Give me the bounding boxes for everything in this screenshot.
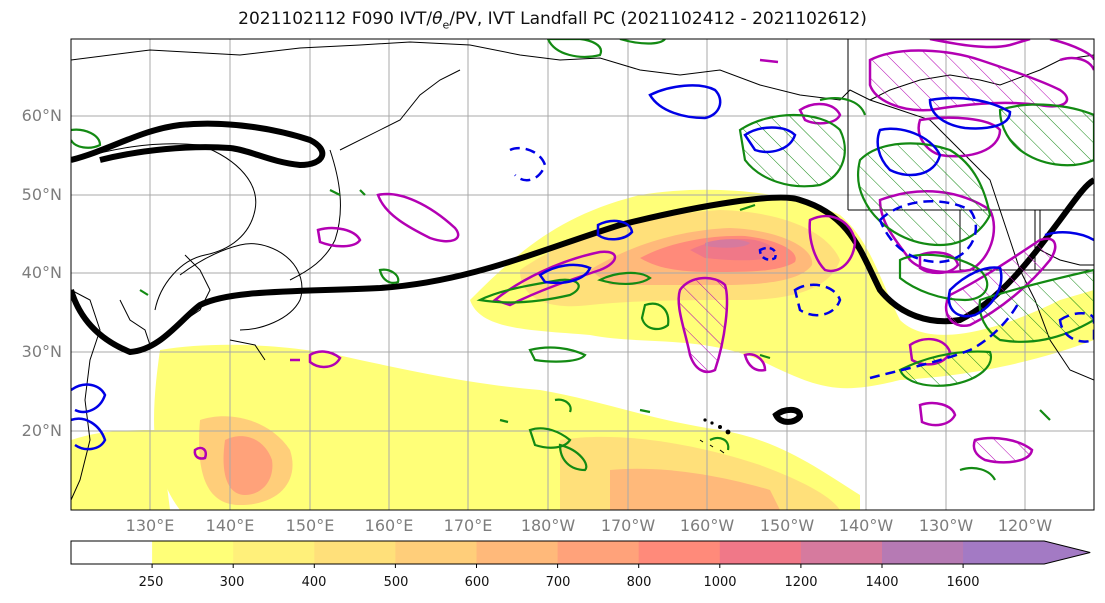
lon-label-120w: 120°W	[997, 516, 1053, 535]
colorbar-label: 700	[545, 575, 571, 590]
lon-label-160e: 160°E	[364, 516, 414, 535]
ivt-band-600b	[610, 468, 780, 510]
lat-label-50: 50°N	[21, 185, 62, 204]
lon-label-130e: 130°E	[125, 516, 175, 535]
colorbar-label: 1000	[703, 575, 737, 590]
pv-contours	[71, 39, 1094, 481]
colorbar-label: 800	[626, 575, 652, 590]
colorbar-segment	[557, 541, 640, 564]
colorbar-label: 1600	[946, 575, 980, 590]
colorbar-label: 400	[301, 575, 327, 590]
colorbar-outline	[70, 540, 1091, 565]
hawaii-islands	[703, 418, 731, 435]
colorbar-label: 500	[383, 575, 409, 590]
map-title: 2021102112 F090 IVT/θe/PV, IVT Landfall …	[238, 9, 867, 32]
colorbar-label: 300	[219, 575, 245, 590]
map-area	[71, 39, 1094, 510]
colorbar-label: 600	[464, 575, 490, 590]
lat-label-20: 20°N	[21, 421, 62, 440]
lon-label-180w: 180°W	[520, 516, 576, 535]
colorbar-segment	[233, 541, 315, 564]
lon-label-160w: 160°W	[679, 516, 735, 535]
ivt-band-250c	[71, 430, 170, 510]
lat-label-60: 60°N	[21, 106, 62, 125]
ivt-negative-contours	[71, 84, 1094, 451]
lon-label-170w: 170°W	[600, 516, 656, 535]
colorbar	[70, 540, 1091, 568]
colorbar-segment	[71, 541, 153, 564]
gridlines	[71, 39, 1094, 510]
colorbar-label: 250	[138, 575, 164, 590]
colorbar-extend-arrow	[963, 541, 1091, 564]
colorbar-segment	[314, 541, 396, 564]
lon-label-130w: 130°W	[918, 516, 974, 535]
colorbar-segment	[395, 541, 477, 564]
colorbar-segment	[152, 541, 234, 564]
map-frame	[70, 38, 1095, 511]
colorbar-segment	[638, 541, 721, 564]
ivt-band-700	[223, 436, 273, 495]
colorbar-segment	[719, 541, 802, 564]
lon-label-140e: 140°E	[205, 516, 255, 535]
lon-label-170e: 170°E	[443, 516, 493, 535]
colorbar-segment	[882, 541, 964, 564]
colorbar-label: 1200	[784, 575, 818, 590]
lon-label-150e: 150°E	[285, 516, 335, 535]
ivt-shading	[71, 189, 1094, 510]
colorbar-segment	[800, 541, 883, 564]
ivt-band-1200	[705, 239, 750, 248]
lon-label-140w: 140°W	[838, 516, 894, 535]
lat-label-30: 30°N	[21, 342, 62, 361]
colorbar-label: 1400	[865, 575, 899, 590]
colorbar-segment	[476, 541, 559, 564]
lon-label-150w: 150°W	[759, 516, 815, 535]
lat-label-40: 40°N	[21, 263, 62, 282]
